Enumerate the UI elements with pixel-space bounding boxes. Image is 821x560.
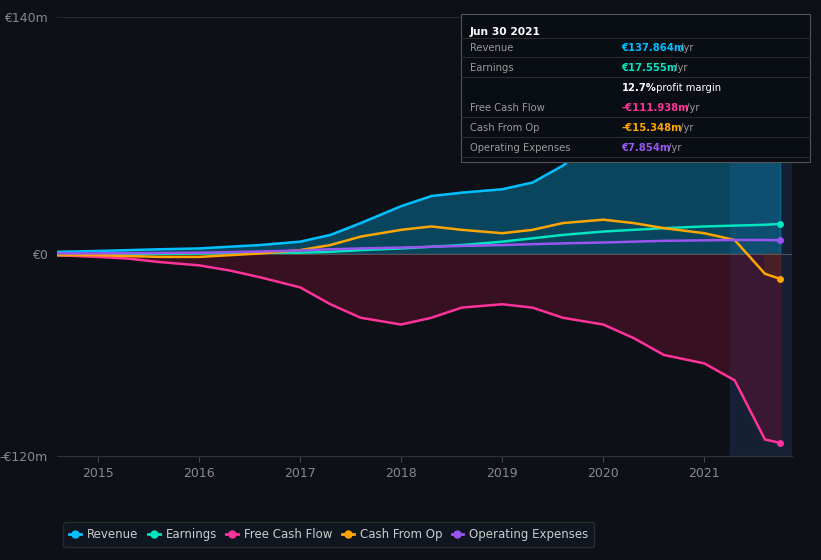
Text: /yr: /yr [677,123,694,133]
Text: -€15.348m: -€15.348m [621,123,682,133]
Text: €17.555m: €17.555m [621,63,678,73]
Text: €137.864m: €137.864m [621,43,685,53]
Text: Revenue: Revenue [470,43,513,53]
Text: Operating Expenses: Operating Expenses [470,143,570,153]
Text: Free Cash Flow: Free Cash Flow [470,103,544,113]
Text: Cash From Op: Cash From Op [470,123,539,133]
Text: Jun 30 2021: Jun 30 2021 [470,27,540,37]
Text: /yr: /yr [677,43,694,53]
Text: profit margin: profit margin [653,83,721,93]
Bar [730,17,796,456]
Text: Earnings: Earnings [470,63,513,73]
Text: 12.7%: 12.7% [621,83,656,93]
Text: €7.854m: €7.854m [621,143,671,153]
Text: /yr: /yr [683,103,699,113]
Legend: Revenue, Earnings, Free Cash Flow, Cash From Op, Operating Expenses: Revenue, Earnings, Free Cash Flow, Cash … [63,522,594,547]
Text: /yr: /yr [665,143,681,153]
Text: -€111.938m: -€111.938m [621,103,689,113]
Text: /yr: /yr [672,63,688,73]
